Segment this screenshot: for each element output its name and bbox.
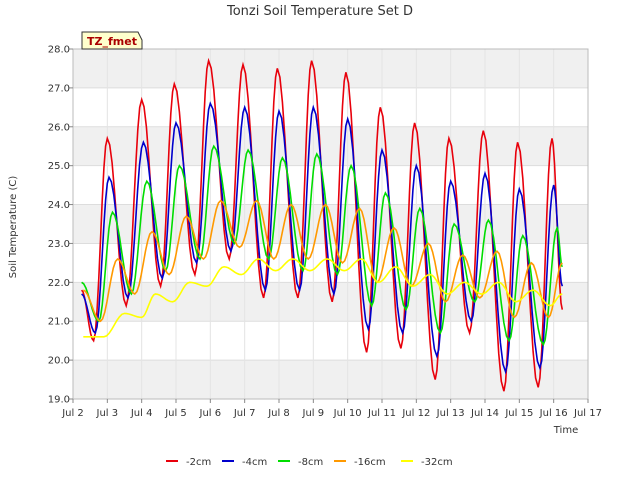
- x-tick-label: Jul 11: [367, 408, 396, 419]
- y-tick-label: 27.0: [48, 83, 70, 94]
- plot-band: [73, 126, 588, 166]
- series-line--16cm: [82, 199, 563, 323]
- x-tick-label: Jul 3: [96, 408, 119, 419]
- badge-label: TZ_fmet: [87, 35, 137, 48]
- legend-label--2cm: -2cm: [186, 457, 211, 468]
- x-tick-labels: Jul 2 Jul 3 Jul 4 Jul 5 Jul 6 Jul 7 Jul 8 Jul 9…: [61, 399, 602, 419]
- x-tick-label: Jul 8: [267, 408, 290, 419]
- y-tick-label: 24.0: [48, 200, 70, 211]
- series-lines: [80, 57, 564, 392]
- chart-title: Tonzi Soil Temperature Set D: [226, 4, 413, 19]
- x-tick-label: Jul 2: [61, 408, 84, 419]
- plot-band: [73, 49, 588, 88]
- plot-frame: [72, 48, 589, 400]
- x-tick-label: Jul 16: [539, 408, 568, 419]
- y-tick-labels: 19.0 20.0 21.0 22.0 23.0 24.0 25.0 26.0 27.0 28.0: [48, 45, 73, 406]
- plot-background: [73, 49, 588, 399]
- x-tick-label: Jul 7: [233, 408, 256, 419]
- plot-band: [73, 204, 588, 244]
- x-tick-label: Jul 14: [470, 408, 499, 419]
- axes: [72, 48, 589, 400]
- x-tick-label: Jul 10: [333, 408, 362, 419]
- station-badge: TZ_fmet: [81, 31, 143, 50]
- x-axis-label: Time: [553, 425, 578, 436]
- x-tick-label: Jul 5: [164, 408, 187, 419]
- y-tick-label: 19.0: [48, 395, 70, 406]
- y-tick-label: 25.0: [48, 161, 70, 172]
- x-tick-label: Jul 12: [401, 408, 430, 419]
- y-tick-label: 21.0: [48, 317, 70, 328]
- series-line--4cm: [81, 101, 564, 375]
- series-line--32cm: [83, 258, 563, 338]
- x-tick-label: Jul 17: [573, 408, 602, 419]
- plot-band: [73, 87, 588, 127]
- x-tick-label: Jul 4: [130, 408, 153, 419]
- y-tick-label: 20.0: [48, 356, 70, 367]
- x-tick-label: Jul 6: [199, 408, 222, 419]
- y-axis-label: Soil Temperature (C): [8, 176, 19, 279]
- legend-label--8cm: -8cm: [298, 457, 323, 468]
- y-tick-label: 22.0: [48, 278, 70, 289]
- x-tick-label: Jul 13: [436, 408, 465, 419]
- legend-label--16cm: -16cm: [354, 457, 386, 468]
- legend-label--32cm: -32cm: [421, 457, 453, 468]
- legend-label--4cm: -4cm: [242, 457, 267, 468]
- badge-box: [81, 31, 143, 50]
- y-tick-label: 23.0: [48, 239, 70, 250]
- series-line--8cm: [81, 144, 564, 347]
- x-tick-label: Jul 15: [504, 408, 533, 419]
- plot-band: [73, 165, 588, 205]
- legend: -2cm -4cm -8cm -16cm -32cm: [166, 457, 453, 468]
- plot-band: [73, 360, 588, 399]
- y-tick-label: 26.0: [48, 122, 70, 133]
- x-tick-label: Jul 9: [302, 408, 325, 419]
- y-tick-label: 28.0: [48, 45, 70, 56]
